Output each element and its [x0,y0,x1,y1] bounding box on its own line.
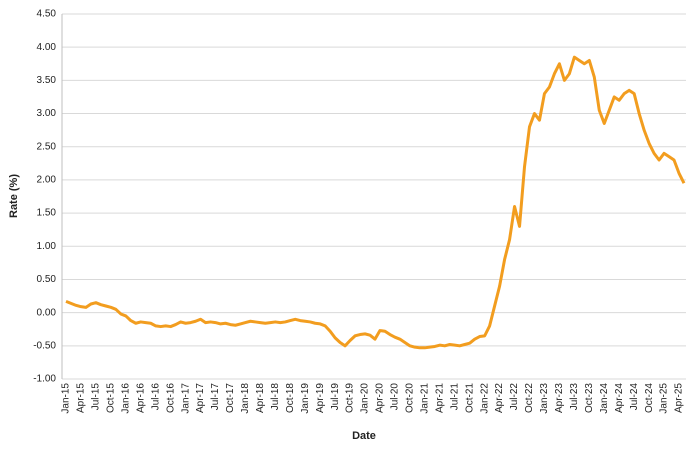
x-tick-label: Jul-17 [210,383,221,411]
x-tick-label: Apr-22 [494,383,505,413]
x-tick-label: Jan-23 [539,383,550,414]
y-tick-label: 3.50 [37,75,57,86]
x-tick-label: Jul-15 [91,383,102,411]
x-tick-label: Apr-24 [614,383,625,413]
y-axis-title: Rate (%) [8,174,20,218]
x-tick-label: Oct-17 [225,383,236,413]
y-tick-label: -1.00 [33,374,56,385]
x-tick-label: Jul-22 [509,383,520,411]
x-tick-label: Jan-20 [360,383,371,414]
y-tick-label: 4.00 [37,42,57,53]
x-tick-label: Jan-15 [61,383,72,414]
x-tick-label: Oct-24 [644,383,655,413]
x-tick-label: Apr-23 [554,383,565,413]
x-tick-label: Jan-21 [419,383,430,414]
x-tick-label: Apr-17 [195,383,206,413]
x-tick-label: Jul-19 [330,383,341,411]
x-tick-label: Oct-15 [105,383,116,413]
x-tick-label: Jul-21 [449,383,460,411]
y-tick-label: 3.00 [37,108,57,119]
x-tick-label: Apr-18 [255,383,266,413]
x-tick-label: Oct-23 [584,383,595,413]
x-tick-label: Apr-25 [674,383,685,413]
x-tick-label: Apr-21 [434,383,445,413]
x-tick-label: Jul-20 [390,383,401,411]
y-tick-label: 1.50 [37,208,57,219]
y-tick-label: -0.50 [33,340,56,351]
x-tick-label: Jan-16 [120,383,131,414]
x-tick-label: Oct-18 [285,383,296,413]
x-tick-label: Apr-19 [315,383,326,413]
y-tick-label: 2.00 [37,175,57,186]
x-tick-label: Jul-18 [270,383,281,411]
x-tick-label: Jan-19 [300,383,311,414]
y-tick-label: 0.00 [37,307,57,318]
x-tick-label: Jan-17 [180,383,191,414]
x-tick-label: Jan-18 [240,383,251,414]
x-tick-label: Oct-16 [165,383,176,413]
x-tick-label: Jan-22 [479,383,490,414]
x-tick-label: Apr-20 [375,383,386,413]
y-tick-label: 1.00 [37,241,57,252]
x-tick-label: Oct-22 [524,383,535,413]
x-tick-label: Apr-16 [135,383,146,413]
y-tick-label: 0.50 [37,274,57,285]
x-tick-label: Apr-15 [76,383,87,413]
line [65,55,686,350]
y-tick-label: 4.50 [37,9,57,20]
x-tick-label: Jan-24 [599,383,610,414]
x-tick-label: Jul-16 [150,383,161,411]
x-tick-label: Oct-20 [405,383,416,413]
x-tick-label: Jul-24 [629,383,640,411]
x-tick-label: Jan-25 [659,383,670,414]
x-tick-label: Oct-19 [345,383,356,413]
x-axis-title: Date [352,430,376,442]
y-tick-label: 2.50 [37,141,57,152]
x-tick-label: Jul-23 [569,383,580,411]
x-tick-label: Oct-21 [464,383,475,413]
